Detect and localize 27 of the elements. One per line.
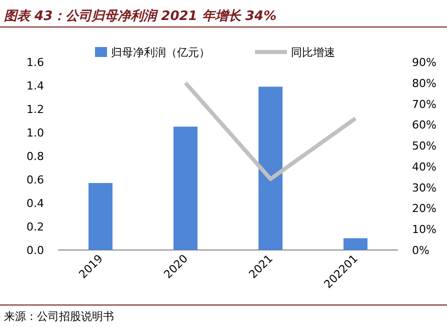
legend-label: 同比增速 xyxy=(291,46,335,59)
y-tick-label: 0.8 xyxy=(26,150,44,163)
chart-title: 图表 43：公司归母净利润 2021 年增长 34% xyxy=(4,8,276,24)
y2-tick-label: 50% xyxy=(412,140,436,153)
source-note: 来源：公司招股说明书 xyxy=(4,310,114,323)
y2-tick-label: 20% xyxy=(412,202,436,216)
y-tick-label: 0.2 xyxy=(26,220,44,234)
y-tick-label: 0.4 xyxy=(26,197,44,210)
y-tick-label: 1.6 xyxy=(26,56,44,69)
y2-tick-label: 0% xyxy=(412,244,430,257)
y2-tick-label: 70% xyxy=(412,98,436,111)
y2-tick-label: 40% xyxy=(412,160,436,174)
bar xyxy=(88,183,112,250)
y2-tick-label: 60% xyxy=(412,118,436,132)
legend-label: 归母净利润（亿元） xyxy=(111,46,210,59)
bar xyxy=(344,238,368,250)
bar xyxy=(258,86,282,250)
y-tick-label: 1.2 xyxy=(26,103,44,116)
y-tick-label: 0.0 xyxy=(26,244,44,257)
y2-tick-label: 80% xyxy=(412,76,436,90)
y-tick-label: 1.4 xyxy=(26,80,44,92)
bar xyxy=(174,126,198,250)
y2-tick-label: 30% xyxy=(412,181,436,194)
y2-tick-label: 90% xyxy=(412,56,436,69)
y-tick-label: 1.0 xyxy=(26,126,44,140)
y-tick-label: 0.6 xyxy=(26,174,44,186)
y2-tick-label: 10% xyxy=(412,223,436,236)
